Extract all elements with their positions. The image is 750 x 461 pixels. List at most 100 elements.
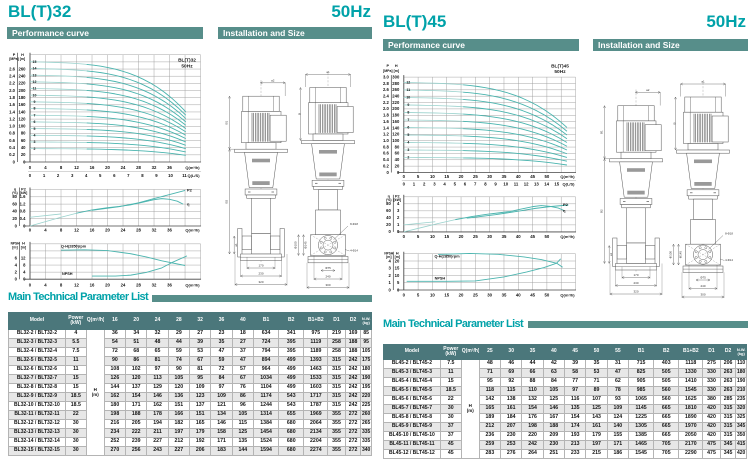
svg-text:(%): (%) — [12, 191, 17, 195]
svg-text:28: 28 — [136, 227, 141, 232]
svg-text:12: 12 — [74, 282, 79, 287]
svg-text:35: 35 — [502, 234, 507, 239]
svg-text:1.6: 1.6 — [383, 119, 389, 124]
svg-text:10: 10 — [430, 234, 435, 239]
svg-text:60: 60 — [12, 201, 17, 206]
svg-text:50: 50 — [545, 234, 550, 239]
svg-text:50Hz: 50Hz — [554, 69, 566, 75]
svg-text:P: P — [13, 53, 16, 57]
svg-text:20: 20 — [459, 293, 464, 298]
svg-text:2.2: 2.2 — [9, 81, 15, 86]
svg-text:32: 32 — [152, 165, 157, 170]
svg-text:9: 9 — [155, 173, 158, 178]
svg-text:35: 35 — [502, 174, 507, 179]
svg-text:40: 40 — [386, 215, 391, 220]
svg-text:300: 300 — [700, 293, 705, 297]
svg-text:B: B — [673, 122, 677, 124]
svg-text:a1: a1 — [234, 243, 238, 247]
svg-text:170: 170 — [633, 273, 638, 277]
svg-text:0.2: 0.2 — [383, 163, 389, 168]
svg-text:3: 3 — [407, 148, 409, 152]
svg-text:15: 15 — [444, 234, 449, 239]
svg-text:4: 4 — [23, 269, 26, 274]
svg-text:24: 24 — [121, 165, 126, 170]
svg-text:1.2: 1.2 — [9, 116, 15, 121]
svg-text:4: 4 — [388, 258, 391, 263]
svg-text:1.0: 1.0 — [383, 138, 389, 143]
svg-text:1: 1 — [388, 280, 391, 285]
svg-text:240: 240 — [19, 74, 27, 79]
svg-text:H: H — [396, 252, 399, 256]
svg-text:11: 11 — [406, 88, 410, 92]
svg-text:Φ100: Φ100 — [669, 251, 673, 259]
svg-text:240: 240 — [392, 93, 400, 98]
svg-text:10: 10 — [430, 293, 435, 298]
svg-text:Q(m³/h): Q(m³/h) — [560, 234, 575, 239]
svg-text:1.6: 1.6 — [20, 194, 26, 199]
svg-text:a1: a1 — [609, 253, 613, 257]
svg-text:0: 0 — [23, 159, 26, 164]
svg-text:200: 200 — [19, 88, 27, 93]
svg-text:15: 15 — [33, 60, 37, 64]
svg-text:4: 4 — [15, 262, 18, 267]
svg-text:14: 14 — [544, 182, 549, 187]
svg-text:0: 0 — [23, 277, 26, 282]
svg-text:10: 10 — [168, 173, 173, 178]
svg-text:1: 1 — [43, 173, 46, 178]
svg-text:[m]: [m] — [386, 255, 391, 259]
svg-text:5: 5 — [34, 127, 36, 131]
svg-text:6: 6 — [34, 120, 36, 124]
svg-text:η: η — [388, 195, 391, 199]
svg-text:Φ100: Φ100 — [294, 241, 298, 249]
svg-text:170: 170 — [258, 264, 263, 268]
svg-text:2: 2 — [397, 215, 400, 220]
svg-text:15: 15 — [444, 293, 449, 298]
svg-text:BL(T)32: BL(T)32 — [178, 58, 196, 64]
svg-text:8: 8 — [484, 182, 487, 187]
svg-text:Q-H(2850)rpm: Q-H(2850)rpm — [435, 255, 461, 259]
svg-text:0: 0 — [388, 287, 391, 292]
svg-text:220: 220 — [19, 81, 27, 86]
svg-text:B1: B1 — [225, 121, 229, 125]
svg-text:180: 180 — [392, 113, 400, 118]
svg-text:0: 0 — [403, 234, 406, 239]
svg-text:Q-H(2850)rpm: Q-H(2850)rpm — [61, 245, 87, 249]
svg-text:0.6: 0.6 — [383, 151, 389, 156]
svg-text:15: 15 — [444, 174, 449, 179]
svg-text:30: 30 — [487, 174, 492, 179]
svg-text:4: 4 — [44, 282, 47, 287]
svg-text:[m]: [m] — [395, 255, 400, 259]
svg-text:NPSH: NPSH — [384, 252, 394, 256]
svg-text:1.8: 1.8 — [9, 95, 15, 100]
svg-text:Φ75: Φ75 — [325, 266, 331, 270]
svg-text:2.8: 2.8 — [383, 81, 389, 86]
svg-text:Q(m³/h): Q(m³/h) — [185, 227, 200, 232]
svg-text:P: P — [387, 64, 390, 68]
svg-text:140: 140 — [392, 125, 400, 130]
svg-text:15: 15 — [554, 182, 559, 187]
svg-text:160: 160 — [392, 119, 400, 124]
svg-text:Q(L/S): Q(L/S) — [188, 173, 201, 178]
svg-text:η: η — [14, 187, 17, 191]
svg-text:160: 160 — [19, 102, 27, 107]
svg-text:9: 9 — [34, 100, 36, 104]
svg-text:8: 8 — [23, 262, 26, 267]
svg-text:3: 3 — [397, 208, 400, 213]
svg-text:1.2: 1.2 — [20, 201, 26, 206]
svg-text:24: 24 — [121, 282, 126, 287]
svg-text:8: 8 — [60, 165, 63, 170]
svg-text:50: 50 — [545, 174, 550, 179]
svg-text:6: 6 — [407, 126, 409, 130]
svg-text:H: H — [22, 242, 25, 246]
svg-text:[kW]: [kW] — [394, 198, 402, 202]
svg-text:0.4: 0.4 — [9, 145, 15, 150]
svg-text:60: 60 — [395, 151, 400, 156]
svg-text:0.8: 0.8 — [9, 131, 15, 136]
svg-text:0: 0 — [29, 173, 32, 178]
svg-text:28: 28 — [136, 165, 141, 170]
svg-text:4: 4 — [44, 165, 47, 170]
svg-text:25: 25 — [473, 293, 478, 298]
svg-text:4: 4 — [407, 141, 409, 145]
svg-text:Q(m³/h): Q(m³/h) — [185, 282, 200, 287]
svg-text:16: 16 — [90, 282, 95, 287]
